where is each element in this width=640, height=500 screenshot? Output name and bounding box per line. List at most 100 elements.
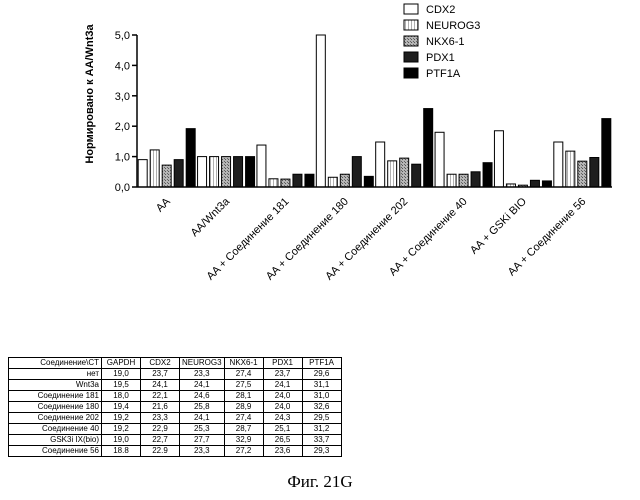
bar-cdx2-4 <box>376 142 385 187</box>
table-cell: 22,7 <box>141 435 180 446</box>
table-cell: 32,9 <box>224 435 263 446</box>
bar-pdx1-3 <box>352 157 361 187</box>
bar-cdx2-7 <box>554 142 563 187</box>
bar-ptf1a-3 <box>364 176 373 187</box>
bar-nkx6-1-1 <box>222 157 231 187</box>
y-tick-label: 0,0 <box>115 182 130 194</box>
bar-cdx2-5 <box>435 132 444 187</box>
y-tick-label: 3,0 <box>115 91 130 103</box>
table-cell: 27,2 <box>224 446 263 457</box>
table-cell: 23,3 <box>141 413 180 424</box>
x-category-label: AA <box>154 195 173 214</box>
table-row-label: Соединение 56 <box>9 446 102 457</box>
legend: CDX2NEUROG3NKX6-1PDX1PTF1A <box>404 4 480 80</box>
table-cell: 23,3 <box>180 446 225 457</box>
table-row: Соединение 5618.822.923,327,223,629,3 <box>9 446 342 457</box>
table-cell: 22,1 <box>141 391 180 402</box>
bar-ptf1a-6 <box>542 181 551 187</box>
table-row-label: Соединение 40 <box>9 424 102 435</box>
bar-cdx2-1 <box>198 157 207 187</box>
bar-neurog3-0 <box>150 150 159 187</box>
bar-nkx6-1-5 <box>459 174 468 187</box>
bar-ptf1a-7 <box>602 119 611 187</box>
table-cell: 25,3 <box>180 424 225 435</box>
legend-label: PTF1A <box>426 68 461 80</box>
table-cell: 18.8 <box>102 446 141 457</box>
y-tick-label: 2,0 <box>115 121 130 133</box>
bar-ptf1a-1 <box>246 157 255 187</box>
bar-pdx1-0 <box>174 160 183 187</box>
table-row: Соединение 18118,022,124,628,124,031,0 <box>9 391 342 402</box>
table-cell: 23,7 <box>263 369 302 380</box>
table-cell: 21,6 <box>141 402 180 413</box>
bar-cdx2-3 <box>316 35 325 187</box>
ct-values-table: Соединение\CT GAPDH CDX2 NEUROG3 NKX6-1 … <box>8 357 342 457</box>
y-tick-label: 4,0 <box>115 60 130 72</box>
table-cell: 27,5 <box>224 380 263 391</box>
table-cell: 32,6 <box>302 402 341 413</box>
bar-neurog3-3 <box>328 177 337 187</box>
bar-neurog3-4 <box>388 161 397 187</box>
table-cell: 31,1 <box>302 380 341 391</box>
table-cell: 18,0 <box>102 391 141 402</box>
table-row: GSK3i IX(bio)19,022,727,732,926,533,7 <box>9 435 342 446</box>
y-axis-label: Нормировано к AA/Wnt3a <box>84 24 96 164</box>
bar-nkx6-1-3 <box>340 174 349 187</box>
bar-neurog3-1 <box>210 157 219 187</box>
table-cell: 27,4 <box>224 369 263 380</box>
table-cell: 28,7 <box>224 424 263 435</box>
legend-swatch-nkx6-1 <box>404 36 418 46</box>
bar-pdx1-2 <box>293 174 302 187</box>
table-cell: 19,0 <box>102 435 141 446</box>
table-cell: 24,1 <box>263 380 302 391</box>
table-cell: 22.9 <box>141 446 180 457</box>
bar-ptf1a-5 <box>483 163 492 187</box>
table-row-label: Соединение 202 <box>9 413 102 424</box>
table-cell: 25,8 <box>180 402 225 413</box>
bar-ptf1a-0 <box>186 129 195 187</box>
table-row: нет19,023,723,327,423,729,6 <box>9 369 342 380</box>
table-cell: 24,1 <box>180 413 225 424</box>
bar-cdx2-2 <box>257 145 266 187</box>
bar-pdx1-7 <box>590 158 599 187</box>
bar-neurog3-2 <box>269 179 278 187</box>
table-cell: 24,0 <box>263 402 302 413</box>
table-row-label: Соединение 180 <box>9 402 102 413</box>
table-cell: 28,9 <box>224 402 263 413</box>
table-row: Соединение 4019,222,925,328,725,131,2 <box>9 424 342 435</box>
table-row-label: Wnt3a <box>9 380 102 391</box>
table-cell: 27,4 <box>224 413 263 424</box>
table-row-label: GSK3i IX(bio) <box>9 435 102 446</box>
bar-neurog3-5 <box>447 174 456 187</box>
table-row-label: Соединение 181 <box>9 391 102 402</box>
table-cell: 31,0 <box>302 391 341 402</box>
table-header-row: Соединение\CT GAPDH CDX2 NEUROG3 NKX6-1 … <box>9 358 342 369</box>
bar-nkx6-1-0 <box>162 165 171 187</box>
table-row: Соединение 18019,421,625,828,924,032,6 <box>9 402 342 413</box>
table-header-cell: PDX1 <box>263 358 302 369</box>
table-header-cell: NEUROG3 <box>180 358 225 369</box>
table-row: Соединение 20219,223,324,127,424,329,5 <box>9 413 342 424</box>
bar-pdx1-1 <box>234 157 243 187</box>
table-cell: 29,3 <box>302 446 341 457</box>
table-header-cell: PTF1A <box>302 358 341 369</box>
legend-swatch-neurog3 <box>404 20 418 30</box>
table-cell: 19,4 <box>102 402 141 413</box>
bar-nkx6-1-7 <box>578 161 587 187</box>
table-cell: 19,2 <box>102 413 141 424</box>
bar-pdx1-5 <box>471 172 480 187</box>
table-cell: 23,7 <box>141 369 180 380</box>
table-header-cell: CDX2 <box>141 358 180 369</box>
bar-ptf1a-2 <box>305 174 314 187</box>
y-axis: 0,01,02,03,04,05,0 <box>115 30 137 194</box>
bar-ptf1a-4 <box>424 109 433 187</box>
bar-pdx1-4 <box>412 164 421 187</box>
legend-label: PDX1 <box>426 52 455 64</box>
table-cell: 23,6 <box>263 446 302 457</box>
table-cell: 31,2 <box>302 424 341 435</box>
table-row: Wnt3a19,524,124,127,524,131,1 <box>9 380 342 391</box>
table-cell: 33,7 <box>302 435 341 446</box>
bar-nkx6-1-4 <box>400 158 409 187</box>
legend-label: CDX2 <box>426 4 455 16</box>
y-tick-label: 1,0 <box>115 152 130 164</box>
